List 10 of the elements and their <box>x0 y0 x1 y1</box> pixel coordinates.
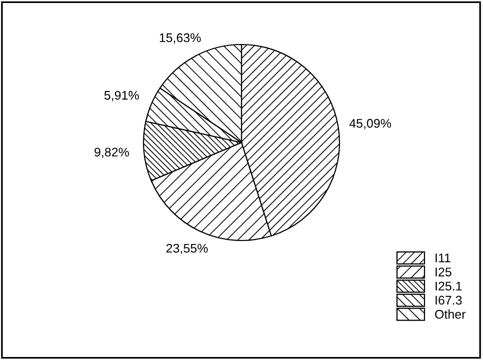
legend-label: I25 <box>436 268 452 276</box>
data-label: 15,63% <box>160 33 201 44</box>
legend-label: I67.3 <box>436 296 462 305</box>
data-label: 9,82% <box>94 148 129 158</box>
legend-label: I11 <box>436 254 450 262</box>
data-label: 23,55% <box>166 244 208 254</box>
legend-label: I25.1 <box>436 282 462 291</box>
legend-label: Other <box>435 310 466 319</box>
data-label: 5,91% <box>104 90 139 102</box>
data-label: 45,09% <box>349 118 392 130</box>
